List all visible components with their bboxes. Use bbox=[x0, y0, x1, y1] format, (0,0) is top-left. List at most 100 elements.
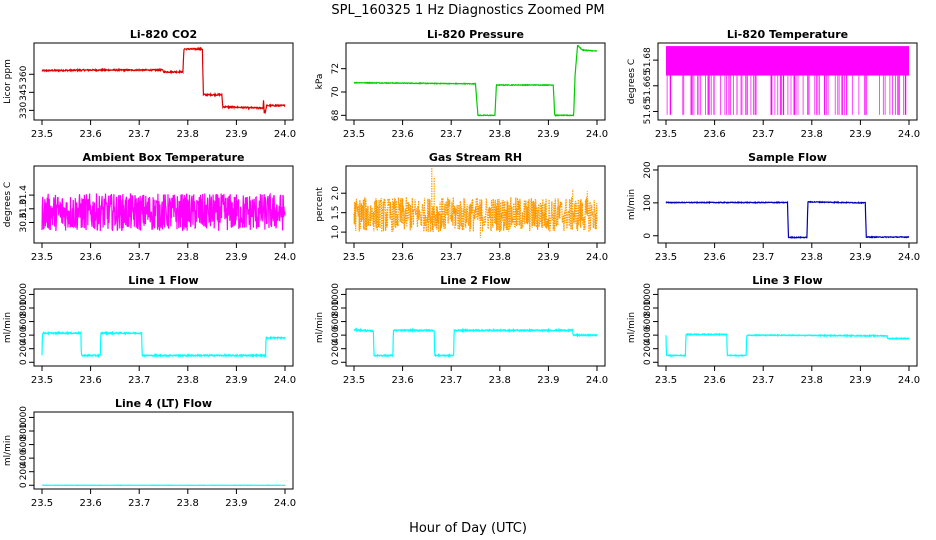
y-tick-label: 1000 bbox=[331, 283, 341, 306]
y-tick-label: 0 bbox=[643, 233, 653, 239]
x-tick-label: 23.5 bbox=[655, 252, 677, 263]
x-tick-label: 23.6 bbox=[703, 129, 725, 140]
x-tick-label: 23.6 bbox=[79, 498, 101, 509]
x-tick-label: 24.0 bbox=[586, 129, 608, 140]
y-tick-label: 400 bbox=[331, 326, 341, 343]
x-tick-label: 23.5 bbox=[31, 498, 53, 509]
x-tick-label: 23.5 bbox=[655, 375, 677, 386]
x-tick-label: 23.9 bbox=[849, 252, 871, 263]
y-axis-label: ml/min bbox=[627, 189, 637, 220]
y-tick-label: 200 bbox=[331, 340, 341, 357]
plot-frame bbox=[657, 288, 918, 367]
panel-line-3-flow: Line 3 Flow 23.5 23.6 23.7 23.8 23.9 24.0 0 2004… bbox=[627, 274, 920, 386]
panel-title: Li-820 Temperature bbox=[727, 28, 848, 41]
x-tick-label: 23.9 bbox=[537, 129, 559, 140]
y-tick-label: 2.0 bbox=[331, 186, 341, 201]
x-tick-label: 23.5 bbox=[31, 129, 53, 140]
plot-frame bbox=[345, 288, 606, 367]
x-tick-label: 24.0 bbox=[274, 129, 296, 140]
y-tick-label: 600 bbox=[19, 436, 29, 453]
panel-title: Line 2 Flow bbox=[440, 274, 510, 287]
series-line-li-820-pressure bbox=[353, 44, 598, 117]
y-tick-label: 800 bbox=[19, 422, 29, 439]
y-tick-label: 0 bbox=[331, 359, 341, 365]
panel-title: Line 3 Flow bbox=[752, 274, 822, 287]
x-tick-label: 24.0 bbox=[586, 375, 608, 386]
x-tick-label: 23.7 bbox=[440, 375, 462, 386]
x-tick-label: 23.9 bbox=[849, 129, 871, 140]
y-tick-label: 200 bbox=[643, 340, 653, 357]
y-tick-label: 51.68 bbox=[643, 47, 653, 73]
x-tick-label: 23.6 bbox=[391, 252, 413, 263]
y-tick-label: 330 bbox=[19, 102, 29, 119]
x-tick-label: 23.5 bbox=[655, 129, 677, 140]
x-tick-label: 24.0 bbox=[898, 375, 920, 386]
series-line-ambient-box-temperature bbox=[41, 192, 286, 232]
panel-line-2-flow: Line 2 Flow 23.5 23.6 23.7 23.8 23.9 24.0 0 2004… bbox=[315, 274, 608, 386]
y-tick-label: 800 bbox=[19, 299, 29, 316]
y-tick-label: 1000 bbox=[19, 283, 29, 306]
y-tick-label: 68 bbox=[331, 109, 341, 121]
panel-title: Gas Stream RH bbox=[429, 151, 522, 164]
x-tick-label: 23.9 bbox=[537, 375, 559, 386]
panel-title: Sample Flow bbox=[748, 151, 827, 164]
x-tick-label: 23.5 bbox=[343, 129, 365, 140]
x-tick-label: 24.0 bbox=[274, 252, 296, 263]
y-axis-label: percent bbox=[315, 187, 325, 222]
y-tick-label: 360 bbox=[19, 65, 29, 82]
x-tick-label: 23.8 bbox=[177, 129, 199, 140]
y-tick-label: 600 bbox=[643, 313, 653, 330]
y-tick-label: 30.6 bbox=[19, 212, 29, 232]
x-tick-label: 23.6 bbox=[391, 375, 413, 386]
y-tick-label: 31.4 bbox=[19, 185, 29, 205]
figure-title: SPL_160325 1 Hz Diagnostics Zoomed PM bbox=[331, 3, 604, 18]
figure-xlabel: Hour of Day (UTC) bbox=[409, 521, 527, 536]
x-tick-label: 23.8 bbox=[801, 129, 823, 140]
panel-title: Line 1 Flow bbox=[128, 274, 198, 287]
panel-grid: Li-820 CO2 23.5 23.6 23.7 23.8 23.9 24.0 330345… bbox=[3, 28, 920, 509]
series-line-sample-flow bbox=[665, 200, 910, 239]
panel-sample-flow: Sample Flow 23.5 23.6 23.7 23.8 23.9 24.0 0 100 2… bbox=[627, 151, 920, 263]
x-tick-label: 24.0 bbox=[274, 498, 296, 509]
series-line-line-1-flow bbox=[41, 330, 286, 359]
plot-frame bbox=[33, 411, 294, 490]
x-tick-label: 23.5 bbox=[343, 252, 365, 263]
x-tick-label: 23.6 bbox=[79, 375, 101, 386]
plot-frame bbox=[345, 165, 606, 244]
y-axis-label: ml/min bbox=[315, 312, 325, 343]
series-line-li-820-temperature bbox=[666, 46, 909, 115]
x-tick-label: 23.7 bbox=[752, 375, 774, 386]
plot-frame bbox=[33, 165, 294, 244]
y-tick-label: 1.0 bbox=[331, 225, 341, 240]
y-tick-label: 100 bbox=[643, 194, 653, 211]
y-tick-label: 70 bbox=[331, 86, 341, 98]
x-tick-label: 23.8 bbox=[801, 252, 823, 263]
y-tick-label: 1000 bbox=[643, 283, 653, 306]
plot-frame bbox=[33, 42, 294, 121]
x-tick-label: 23.6 bbox=[391, 129, 413, 140]
x-tick-label: 24.0 bbox=[898, 252, 920, 263]
panel-li-820-pressure: Li-820 Pressure 23.5 23.6 23.7 23.8 23.9 24.0 6… bbox=[315, 28, 608, 140]
x-tick-label: 23.9 bbox=[225, 498, 247, 509]
y-tick-label: 400 bbox=[19, 449, 29, 466]
y-axis-label: kPa bbox=[315, 74, 325, 90]
x-tick-label: 23.7 bbox=[128, 252, 150, 263]
x-tick-label: 23.5 bbox=[343, 375, 365, 386]
y-axis-label: degrees C bbox=[627, 59, 637, 104]
x-tick-label: 23.8 bbox=[177, 498, 199, 509]
x-tick-label: 23.8 bbox=[489, 129, 511, 140]
x-tick-label: 23.9 bbox=[537, 252, 559, 263]
series-line-li-820-co2 bbox=[41, 46, 286, 115]
y-tick-label: 72 bbox=[331, 63, 341, 74]
panel-gas-stream-rh: Gas Stream RH 23.5 23.6 23.7 23.8 23.9 24.0 1.0… bbox=[315, 151, 608, 263]
x-tick-label: 23.6 bbox=[703, 375, 725, 386]
x-tick-label: 23.7 bbox=[128, 129, 150, 140]
x-tick-label: 23.8 bbox=[489, 375, 511, 386]
x-tick-label: 23.7 bbox=[128, 375, 150, 386]
series-line-line-2-flow bbox=[353, 327, 598, 358]
x-tick-label: 24.0 bbox=[586, 252, 608, 263]
panel-li-820-co2: Li-820 CO2 23.5 23.6 23.7 23.8 23.9 24.0 330345… bbox=[3, 28, 296, 140]
x-tick-label: 23.7 bbox=[440, 252, 462, 263]
y-tick-label: 0 bbox=[19, 359, 29, 365]
